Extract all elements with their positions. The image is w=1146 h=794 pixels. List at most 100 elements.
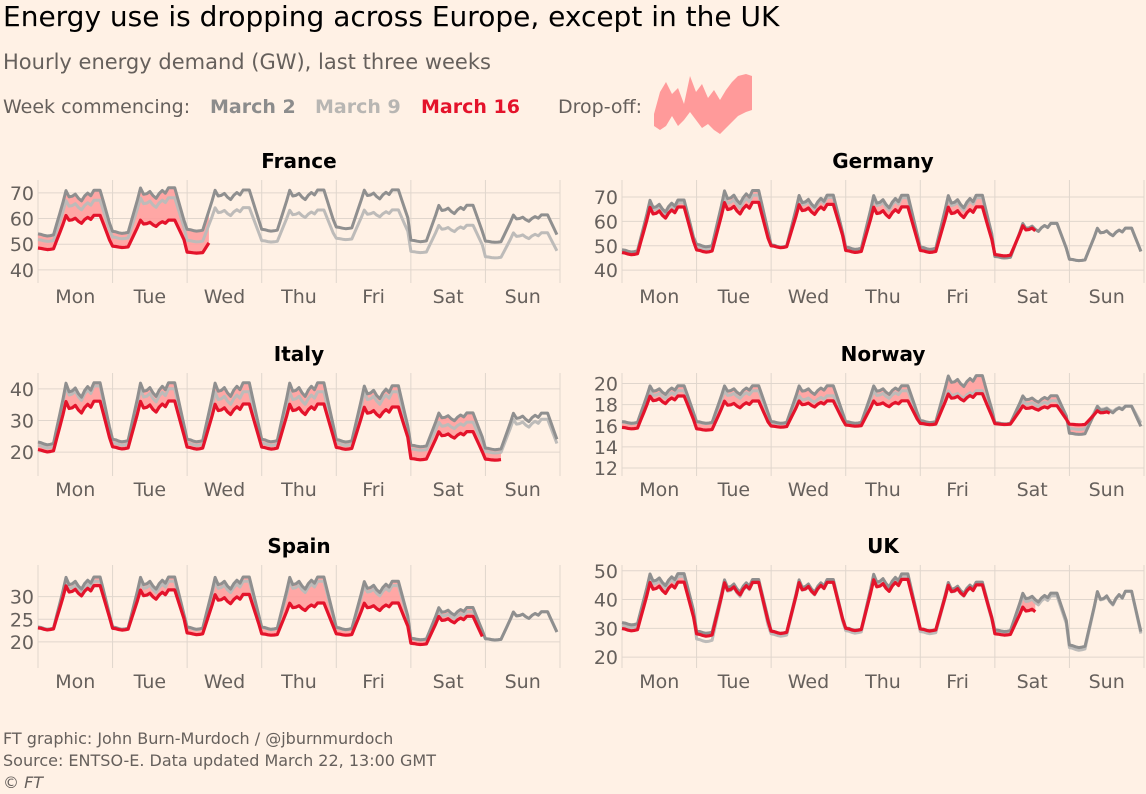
- series-line-march-9: [37, 196, 559, 260]
- panel-title: Italy: [274, 342, 324, 366]
- x-tick-label: Mon: [55, 671, 95, 693]
- dropoff-area: [38, 577, 483, 645]
- y-tick-label: 30: [10, 411, 34, 433]
- y-tick-label: 14: [594, 437, 618, 459]
- y-tick-label: 40: [10, 379, 34, 401]
- y-tick-label: 60: [594, 211, 618, 233]
- x-tick-label: Wed: [204, 671, 245, 693]
- dropoff-swatch-shape: [654, 74, 752, 134]
- y-tick-label: 12: [594, 458, 618, 480]
- legend-dropoff-label: Drop-off:: [558, 96, 643, 118]
- x-tick-label: Thu: [864, 479, 901, 501]
- x-tick-label: Sun: [505, 671, 541, 693]
- series-line-march-9: [621, 575, 1143, 652]
- series-line-march-2: [37, 381, 559, 452]
- y-tick-label: 30: [10, 587, 34, 609]
- x-tick-label: Tue: [133, 286, 166, 308]
- series-line-march-9: [37, 384, 559, 455]
- x-tick-label: Sat: [1017, 671, 1048, 693]
- x-tick-label: Sat: [1017, 479, 1048, 501]
- y-tick-label: 40: [10, 260, 34, 282]
- x-tick-label: Thu: [280, 286, 317, 308]
- footer-source: Source: ENTSO-E. Data updated March 22, …: [3, 751, 436, 770]
- legend: Week commencing: March 2 March 9 March 1…: [0, 74, 1146, 140]
- x-tick-label: Tue: [717, 671, 750, 693]
- footer: FT graphic: John Burn-Murdoch / @jburnmu…: [3, 728, 436, 794]
- panel-title: Germany: [832, 149, 933, 173]
- y-tick-label: 50: [594, 236, 618, 258]
- series-line-march-16: [621, 200, 1037, 258]
- x-tick-label: Fri: [946, 671, 969, 693]
- x-tick-label: Wed: [788, 286, 829, 308]
- y-tick-label: 30: [594, 618, 618, 640]
- y-tick-label: 70: [594, 187, 618, 209]
- y-tick-label: 40: [594, 260, 618, 282]
- x-tick-label: Sat: [433, 671, 464, 693]
- x-tick-label: Fri: [362, 671, 385, 693]
- dropoff-area: [38, 382, 501, 461]
- x-tick-label: Sat: [433, 479, 464, 501]
- y-tick-label: 70: [10, 183, 34, 205]
- y-tick-label: 20: [10, 442, 34, 464]
- series-line-march-16: [37, 584, 484, 647]
- y-tick-label: 25: [10, 609, 34, 631]
- panel-title: Norway: [841, 342, 926, 366]
- x-tick-label: Sat: [433, 286, 464, 308]
- legend-week-march-9: March 9: [315, 96, 401, 118]
- footer-copyright: © FT: [3, 773, 44, 792]
- x-tick-label: Thu: [864, 671, 901, 693]
- series-line-march-16: [37, 399, 502, 462]
- x-tick-label: Tue: [133, 479, 166, 501]
- series-line-march-2: [621, 374, 1143, 436]
- x-tick-label: Sun: [505, 479, 541, 501]
- x-tick-label: Sun: [1089, 671, 1125, 693]
- x-tick-label: Fri: [362, 286, 385, 308]
- y-tick-label: 20: [594, 374, 618, 396]
- chart-subtitle: Hourly energy demand (GW), last three we…: [3, 50, 491, 74]
- x-tick-label: Fri: [946, 479, 969, 501]
- chart-title: Energy use is dropping across Europe, ex…: [3, 0, 780, 33]
- x-tick-label: Mon: [55, 286, 95, 308]
- x-tick-label: Sun: [1089, 286, 1125, 308]
- y-tick-label: 18: [594, 395, 618, 417]
- legend-dropoff-swatch: [654, 74, 752, 134]
- panel-italy: Italy 20 30 40 Mon Tue Wed Thu Fri Sat Sun: [10, 342, 561, 501]
- x-tick-label: Thu: [280, 479, 317, 501]
- x-tick-label: Sun: [505, 286, 541, 308]
- x-tick-label: Wed: [788, 671, 829, 693]
- y-tick-label: 20: [594, 647, 618, 669]
- dropoff-area: [38, 187, 209, 254]
- x-tick-label: Fri: [946, 286, 969, 308]
- x-tick-label: Mon: [639, 479, 679, 501]
- x-tick-label: Mon: [55, 479, 95, 501]
- panel-title: Spain: [267, 534, 330, 558]
- x-tick-label: Sat: [1017, 286, 1048, 308]
- series-line-march-2: [37, 186, 559, 244]
- x-tick-label: Thu: [864, 286, 901, 308]
- series-line-march-2: [621, 572, 1143, 650]
- panel-title: France: [261, 149, 336, 173]
- y-tick-label: 40: [594, 590, 618, 612]
- y-tick-label: 20: [10, 632, 34, 654]
- panel-uk: UK 20 30 40 50 Mon Tue Wed Thu Fri Sat Sun: [594, 534, 1145, 693]
- y-tick-label: 50: [10, 234, 34, 256]
- series-line-march-16: [621, 392, 1111, 432]
- x-tick-label: Tue: [717, 286, 750, 308]
- panel-france: France 40 50 60 70 Mon Tue Wed Thu Fri Sat Sun: [10, 149, 561, 308]
- y-tick-label: 50: [594, 561, 618, 583]
- series-line-march-16: [621, 577, 1037, 638]
- series-line-march-16: [37, 213, 211, 255]
- series-line-march-2: [621, 189, 1143, 263]
- x-tick-label: Mon: [639, 286, 679, 308]
- panel-title: UK: [867, 534, 900, 558]
- x-tick-label: Mon: [639, 671, 679, 693]
- x-tick-label: Thu: [280, 671, 317, 693]
- x-tick-label: Wed: [204, 286, 245, 308]
- x-tick-label: Tue: [717, 479, 750, 501]
- footer-credit: FT graphic: John Burn-Murdoch / @jburnmu…: [3, 729, 394, 748]
- y-tick-label: 60: [10, 209, 34, 231]
